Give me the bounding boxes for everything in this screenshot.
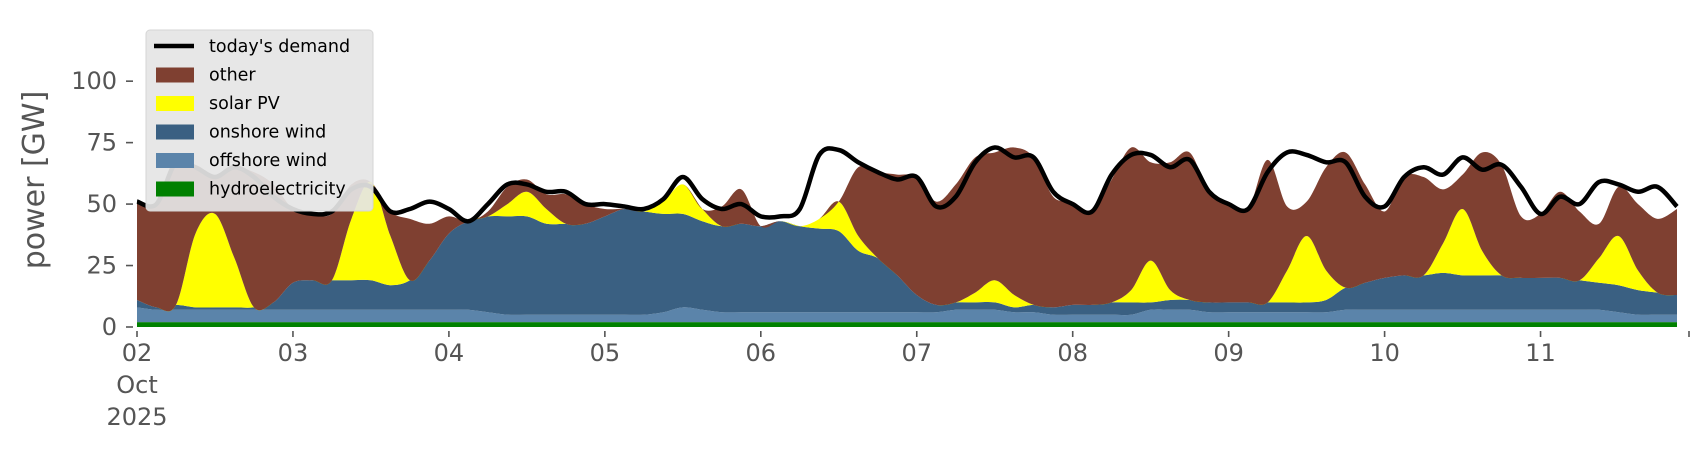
legend-swatch (156, 96, 194, 111)
x-tick-sublabel: Oct (116, 371, 158, 399)
y-tick-label: 75 (86, 129, 117, 157)
legend-swatch (156, 67, 194, 83)
legend-swatch (156, 124, 194, 140)
area-onshore-wind (137, 208, 1677, 316)
x-tick-label: 08 (1057, 339, 1088, 367)
x-tick-label: 04 (434, 339, 465, 367)
legend-label: other (209, 66, 256, 86)
x-tick-label: 10 (1369, 339, 1400, 367)
legend-swatch (156, 153, 194, 168)
area-solar-pv (137, 181, 1677, 312)
area-other (137, 147, 1677, 312)
x-tick-label: 02 (122, 339, 153, 367)
legend-label: onshore wind (209, 123, 326, 143)
legend-swatch (156, 181, 194, 197)
area-hydroelectricity (137, 322, 1677, 327)
y-tick-label: 25 (86, 252, 117, 280)
y-tick-label: 50 (86, 190, 117, 218)
legend-label: solar PV (209, 94, 280, 114)
x-tick-sublabel: 2025 (106, 403, 167, 431)
area-offshore-wind (137, 307, 1677, 323)
x-tick-label: 06 (746, 339, 777, 367)
demand-line (136, 145, 1679, 224)
x-tick-label: 09 (1213, 339, 1244, 367)
legend: today's demand other solar PV onshore wind o… (145, 29, 374, 212)
area-layers (137, 147, 1677, 327)
y-axis-title: power [GW] (17, 91, 52, 270)
legend-label: hydroelectricity (209, 180, 346, 200)
legend-label: today's demand (209, 37, 350, 57)
y-tick-label: 0 (102, 313, 117, 341)
y-axis: 0 25 50 75 100 (71, 67, 133, 341)
x-axis: 02 Oct 2025 03 04 05 06 07 08 09 10 11 (106, 331, 1690, 431)
legend-box (145, 29, 374, 212)
x-tick-label: 05 (590, 339, 621, 367)
legend-label: offshore wind (209, 151, 327, 171)
x-tick-label: 07 (901, 339, 932, 367)
y-tick-label: 100 (71, 67, 117, 95)
x-tick-label: 11 (1525, 339, 1556, 367)
x-tick-label: 03 (278, 339, 309, 367)
